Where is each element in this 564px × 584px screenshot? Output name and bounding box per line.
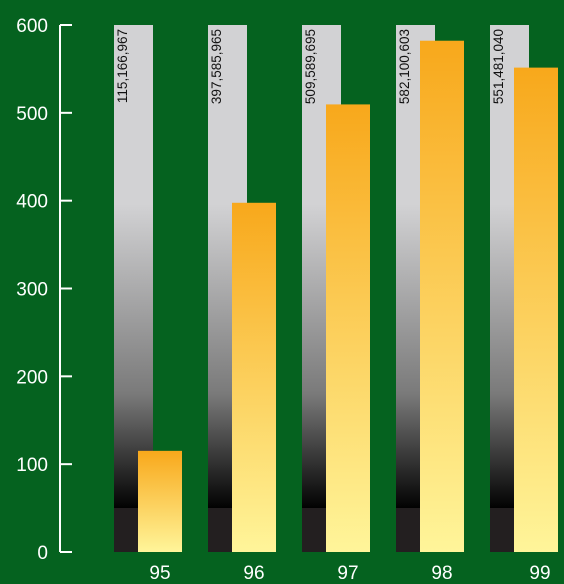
category-label-95: 95: [149, 563, 170, 584]
bar-96: [232, 202, 276, 552]
y-tick-label: 100: [16, 455, 48, 476]
bar-98: [420, 40, 464, 552]
bar-group: [138, 40, 558, 553]
y-tick-label: 300: [16, 280, 48, 301]
category-label-96: 96: [243, 563, 264, 584]
bar-99: [514, 67, 558, 553]
category-label-97: 97: [337, 563, 358, 584]
y-tick-label: 500: [16, 104, 48, 125]
bar-95: [138, 450, 182, 552]
data-label-95: 115,166,967: [115, 29, 130, 103]
bar-97: [326, 104, 370, 552]
y-tick-label: 400: [16, 192, 48, 213]
label-group: 115,166,967 95 397,585,965 96 509,589,695 97 5…: [115, 29, 551, 584]
y-axis: 0 100 200 300 400 500 600: [16, 16, 72, 564]
data-label-98: 582,100,603: [397, 29, 412, 104]
category-label-98: 98: [431, 563, 452, 584]
y-tick-label: 0: [37, 543, 48, 564]
data-label-99: 551,481,040: [491, 29, 506, 104]
data-label-97: 509,589,695: [303, 29, 318, 104]
data-label-96: 397,585,965: [209, 29, 224, 104]
y-tick-label: 200: [16, 367, 48, 388]
category-label-99: 99: [529, 563, 550, 584]
y-tick-label: 600: [16, 16, 48, 37]
